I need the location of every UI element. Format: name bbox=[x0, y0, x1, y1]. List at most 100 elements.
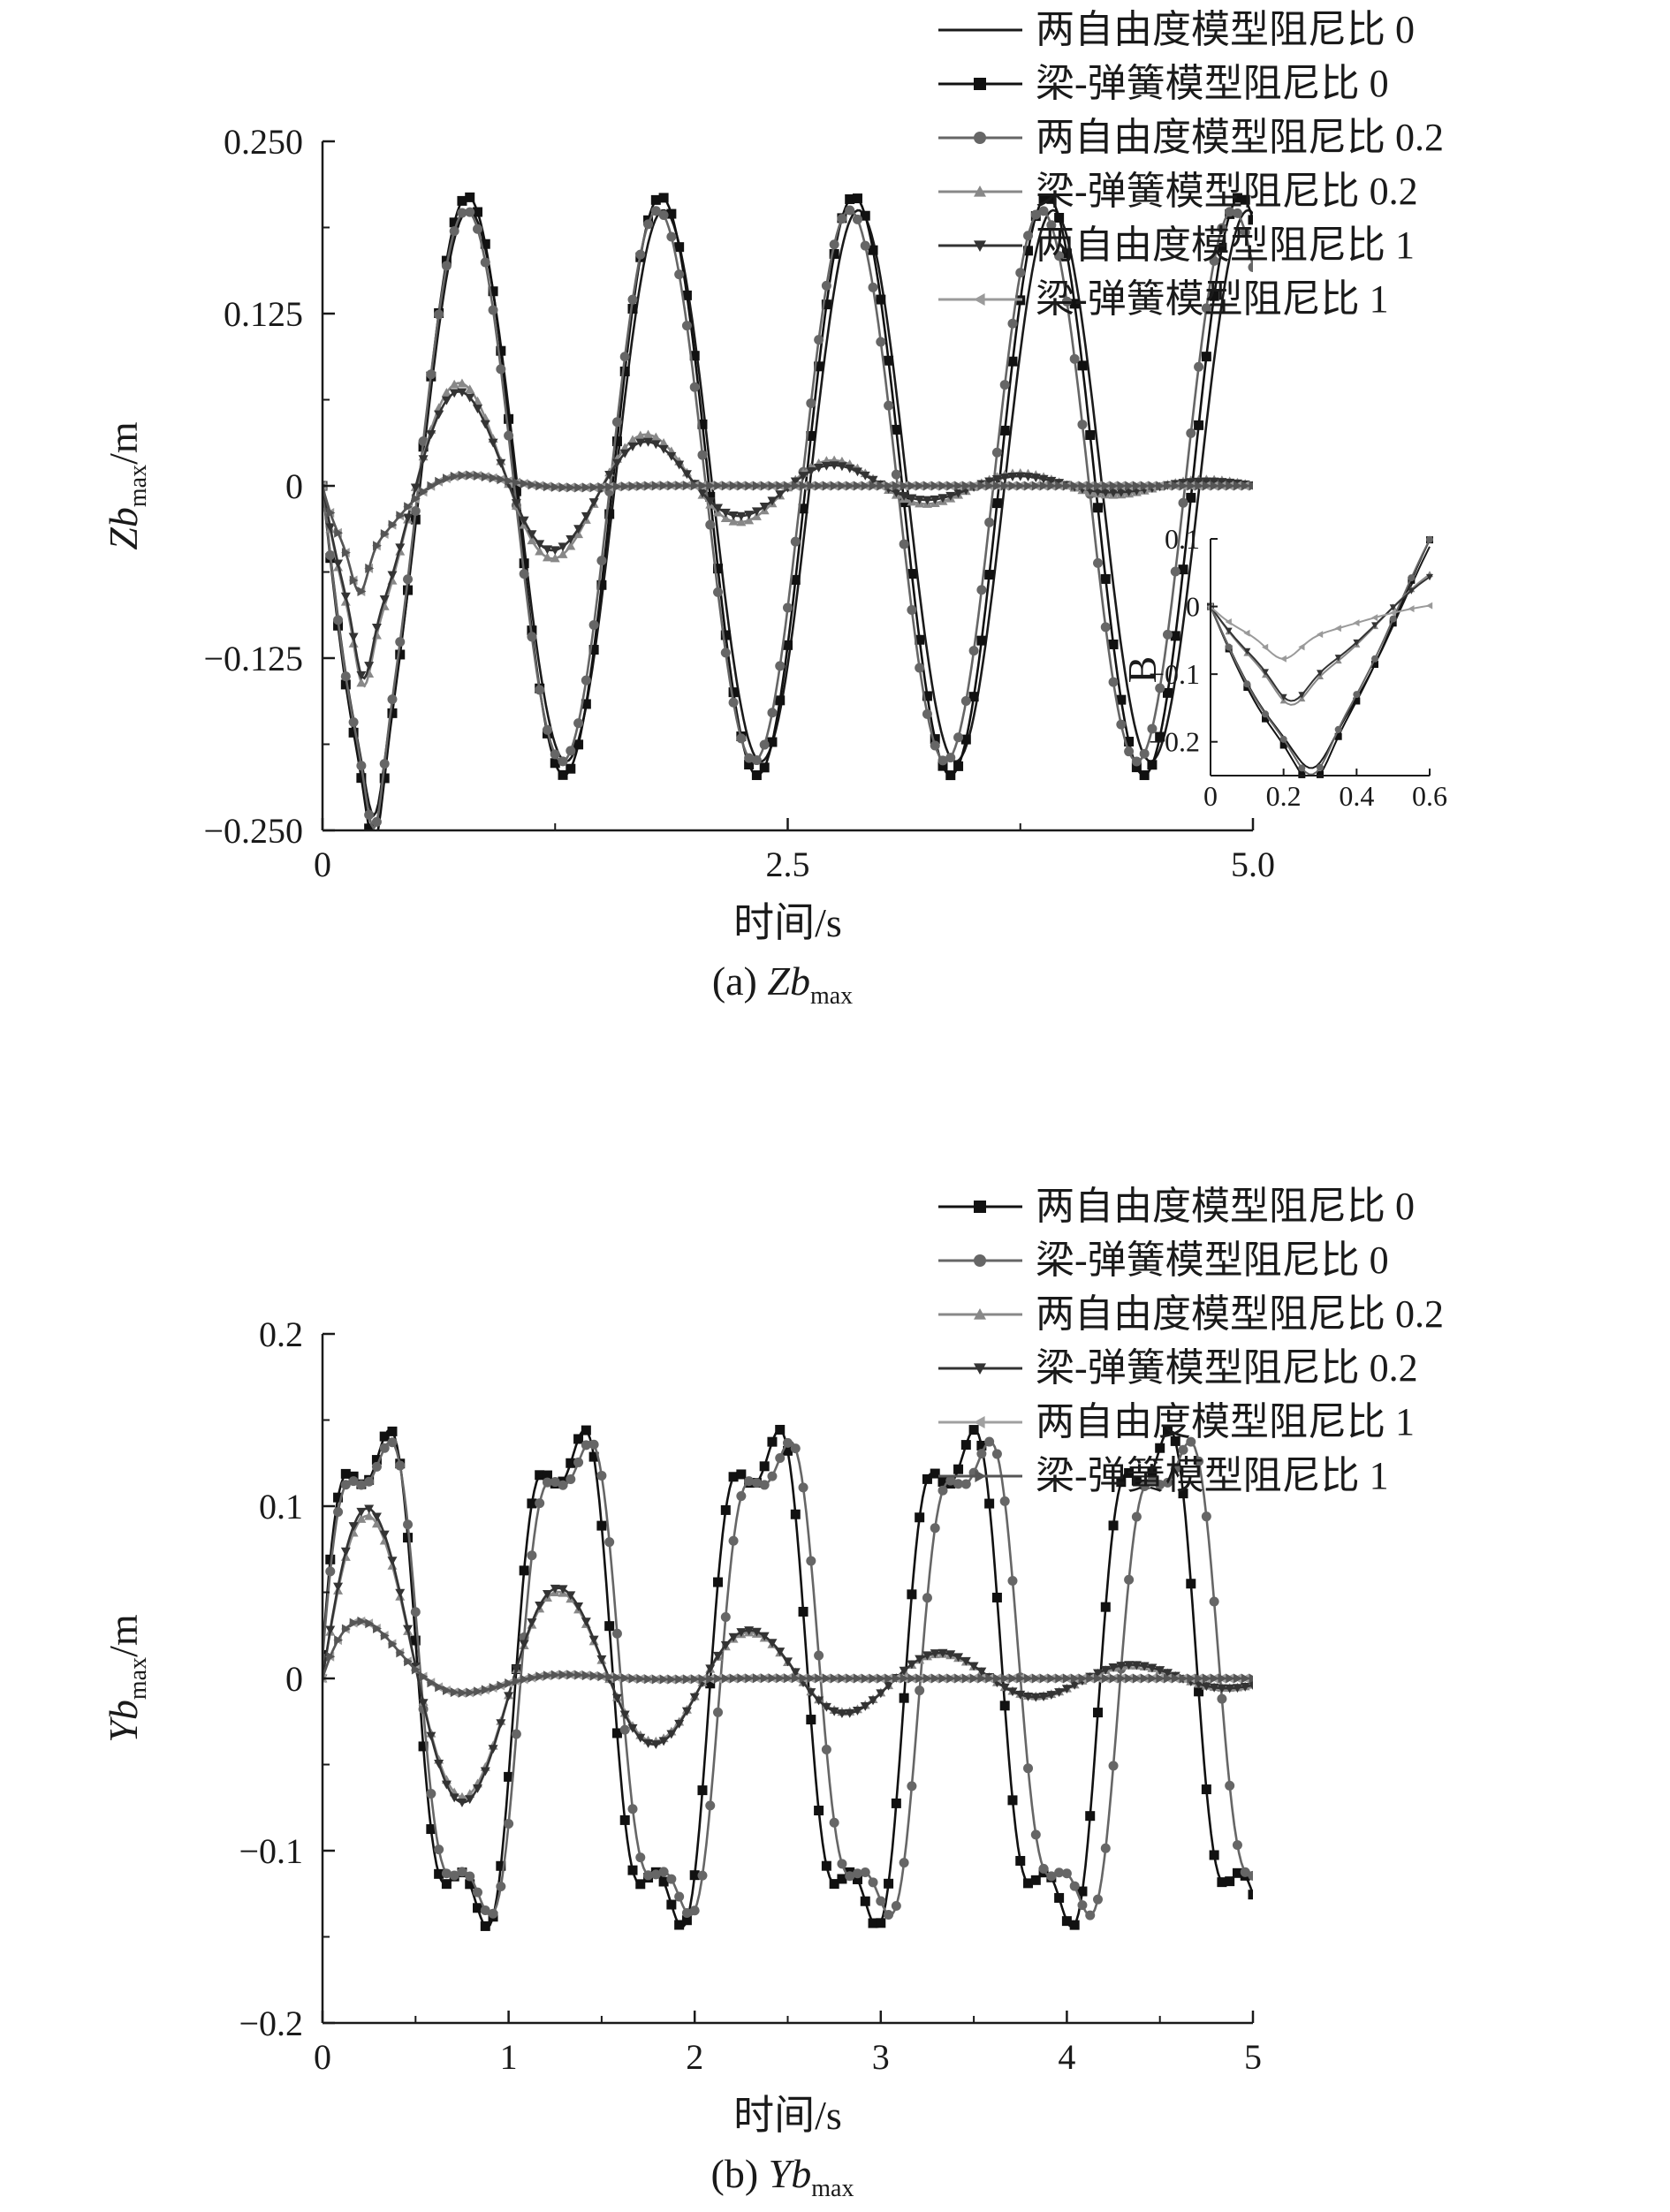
series-marker-4 bbox=[751, 1627, 762, 1637]
inset-marker-5 bbox=[1298, 692, 1306, 699]
series-marker-2 bbox=[922, 1593, 932, 1603]
series-marker-6 bbox=[589, 1670, 599, 1681]
x-tick-label: 0 bbox=[314, 845, 331, 884]
series-marker-7 bbox=[644, 481, 654, 491]
series-marker-3 bbox=[1217, 223, 1227, 233]
series-marker-7 bbox=[1148, 481, 1158, 491]
inset-marker-5 bbox=[1262, 669, 1269, 676]
series-marker-7 bbox=[938, 481, 948, 491]
series-marker-6 bbox=[520, 1674, 529, 1685]
series-marker-1 bbox=[876, 1918, 886, 1928]
series-marker-1 bbox=[581, 1425, 591, 1436]
series-marker-3 bbox=[991, 447, 1002, 458]
series-marker-7 bbox=[784, 481, 793, 491]
series-marker-7 bbox=[969, 481, 979, 491]
series-marker-2 bbox=[915, 1686, 925, 1696]
series-marker-6 bbox=[341, 1624, 351, 1634]
series-marker-4 bbox=[1209, 1683, 1219, 1693]
series-marker-1 bbox=[1030, 1875, 1041, 1885]
plot-area bbox=[323, 192, 1253, 830]
series-marker-4 bbox=[643, 1739, 654, 1748]
series-marker-3 bbox=[1093, 557, 1103, 568]
series-marker-3 bbox=[674, 269, 685, 280]
series-marker-2 bbox=[650, 1869, 661, 1880]
inset-marker-6 bbox=[1279, 655, 1287, 663]
series-marker-5 bbox=[387, 571, 398, 580]
series-marker-7 bbox=[1226, 481, 1235, 491]
series-marker-5 bbox=[1030, 473, 1041, 483]
series-marker-2 bbox=[953, 761, 964, 771]
series-marker-6 bbox=[1132, 1673, 1142, 1684]
series-marker-2 bbox=[899, 1858, 909, 1868]
series-marker-7 bbox=[861, 481, 870, 491]
series-marker-1 bbox=[426, 1824, 436, 1835]
series-marker-7 bbox=[1249, 481, 1253, 491]
series-marker-4 bbox=[976, 1667, 987, 1677]
series-marker-7 bbox=[528, 480, 537, 490]
series-marker-7 bbox=[396, 511, 406, 521]
series-marker-7 bbox=[1094, 481, 1103, 491]
series-marker-1 bbox=[504, 1771, 514, 1782]
series-marker-4 bbox=[937, 1648, 948, 1658]
series-marker-2 bbox=[611, 1628, 622, 1639]
series-marker-6 bbox=[489, 1683, 498, 1693]
series-marker-1 bbox=[473, 1903, 482, 1913]
series-marker-6 bbox=[892, 1673, 901, 1684]
series-4 bbox=[323, 1504, 1253, 1807]
inset-marker-6 bbox=[1353, 619, 1360, 627]
series-marker-4 bbox=[999, 1683, 1010, 1693]
series-marker-2 bbox=[1170, 631, 1180, 641]
series-marker-1 bbox=[1077, 1886, 1088, 1897]
series-marker-2 bbox=[441, 1868, 452, 1879]
series-marker-5 bbox=[907, 494, 917, 504]
series-marker-3 bbox=[1194, 361, 1204, 372]
series-marker-4 bbox=[1015, 1690, 1026, 1700]
caption-sub: max bbox=[811, 2175, 854, 2202]
series-marker-2 bbox=[968, 692, 979, 702]
series-marker-2 bbox=[720, 1612, 731, 1623]
series-marker-2 bbox=[1232, 1840, 1242, 1851]
inset-marker-5 bbox=[1426, 573, 1433, 581]
series-marker-2 bbox=[1217, 1693, 1227, 1704]
legend-marker bbox=[974, 1201, 986, 1213]
series-marker-5 bbox=[395, 543, 406, 553]
series-marker-6 bbox=[1055, 1673, 1065, 1684]
series-marker-6 bbox=[969, 1673, 979, 1684]
series-marker-3 bbox=[473, 223, 482, 234]
series-marker-2 bbox=[643, 1870, 654, 1881]
series-marker-6 bbox=[946, 1673, 956, 1684]
series-marker-4 bbox=[558, 1585, 568, 1595]
series-marker-3 bbox=[558, 756, 568, 767]
inset-marker-3 bbox=[1426, 535, 1433, 543]
series-marker-2 bbox=[845, 1871, 855, 1882]
x-tick-label: 1 bbox=[500, 2037, 518, 2077]
series-marker-4 bbox=[860, 1702, 870, 1711]
series-marker-6 bbox=[458, 1687, 467, 1698]
inset-marker-3 bbox=[1279, 735, 1287, 743]
series-marker-2 bbox=[1178, 564, 1188, 575]
series-marker-5 bbox=[558, 542, 568, 552]
series-marker-2 bbox=[1162, 1477, 1173, 1488]
series-marker-1 bbox=[1201, 1784, 1211, 1795]
series-marker-2 bbox=[999, 1496, 1010, 1506]
series-marker-2 bbox=[1061, 1868, 1072, 1879]
series-marker-6 bbox=[799, 1673, 808, 1684]
series-marker-6 bbox=[1171, 1673, 1180, 1684]
series-marker-2 bbox=[403, 1519, 414, 1530]
series-marker-1 bbox=[984, 1498, 995, 1509]
series-marker-6 bbox=[1241, 1673, 1250, 1684]
series-marker-6 bbox=[388, 1639, 398, 1649]
legend-label: 两自由度模型阻尼比 0 bbox=[1036, 8, 1415, 51]
series-marker-2 bbox=[473, 1887, 482, 1898]
caption-var: Zb bbox=[767, 958, 810, 1004]
series-marker-2 bbox=[1147, 1475, 1158, 1486]
series-marker-5 bbox=[814, 464, 824, 473]
series-marker-5 bbox=[588, 498, 599, 508]
series-marker-2 bbox=[891, 1900, 901, 1911]
series-marker-5 bbox=[627, 442, 638, 451]
x-tick-label: 2.5 bbox=[766, 845, 810, 884]
series-marker-6 bbox=[815, 1673, 824, 1684]
series-marker-7 bbox=[589, 482, 599, 493]
series-marker-4 bbox=[1147, 1663, 1158, 1673]
series-marker-4 bbox=[535, 546, 545, 556]
